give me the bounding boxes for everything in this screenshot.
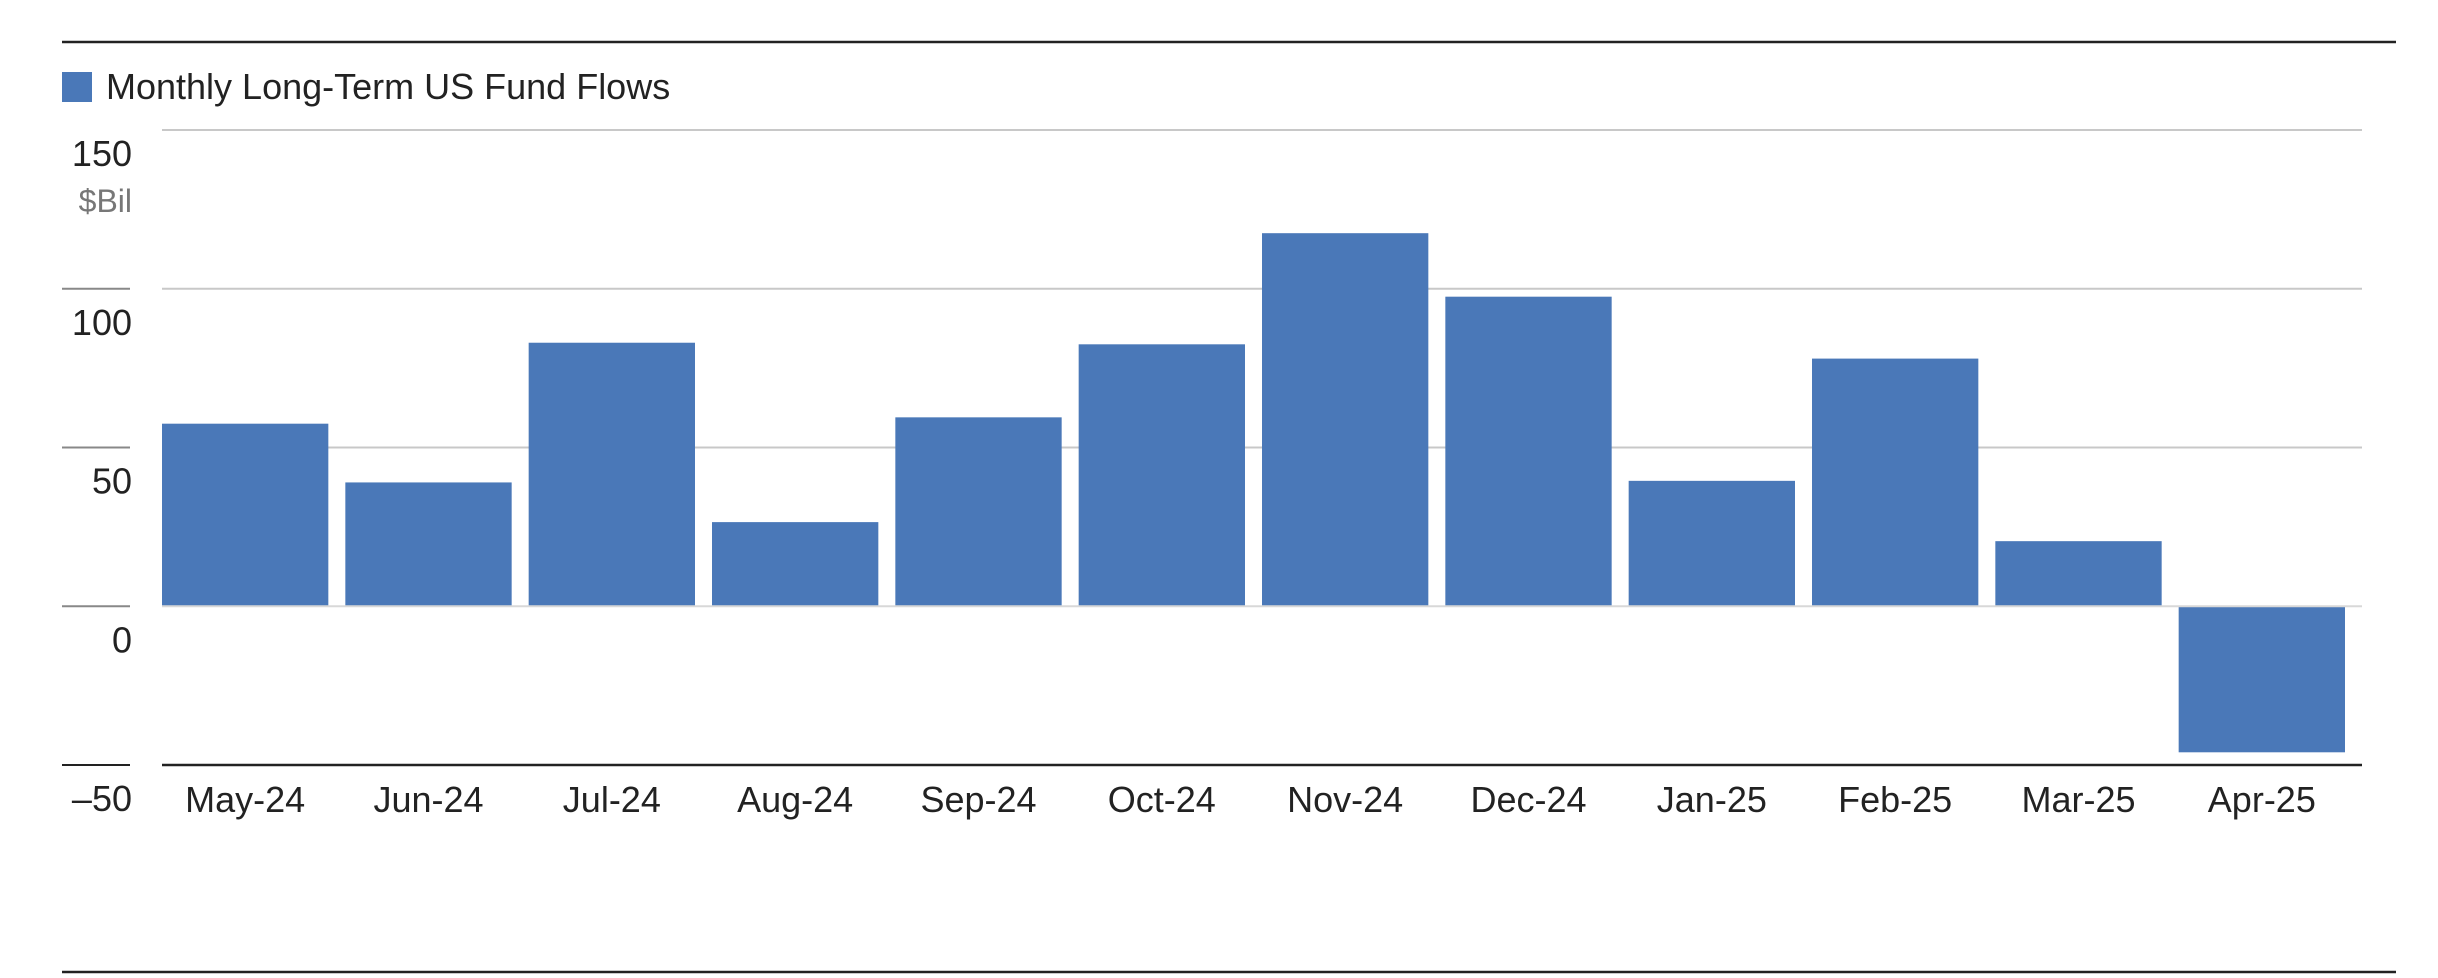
bar: [1262, 233, 1429, 607]
bars: [162, 233, 2345, 753]
x-tick-label: Apr-25: [2208, 779, 2316, 820]
x-tick-label: May-24: [185, 779, 305, 820]
x-tick-label: Jun-24: [373, 779, 483, 820]
axes: [62, 287, 2362, 767]
bar: [1812, 358, 1979, 607]
x-tick-label: Jan-25: [1657, 779, 1767, 820]
bar: [528, 342, 695, 607]
legend: Monthly Long-Term US Fund Flows: [62, 66, 670, 107]
x-tick-label: Mar-25: [2021, 779, 2135, 820]
legend-swatch: [62, 72, 92, 102]
y-axis-labels: 150 $Bil 100 50 0 –50: [72, 133, 132, 819]
y-unit-label: $Bil: [79, 183, 132, 219]
x-tick-label: Jul-24: [563, 779, 661, 820]
y-tick-label: 50: [92, 461, 132, 502]
x-tick-label: Aug-24: [737, 779, 853, 820]
x-tick-label: Nov-24: [1287, 779, 1403, 820]
bar: [162, 423, 329, 607]
bar: [1628, 480, 1795, 607]
legend-label: Monthly Long-Term US Fund Flows: [106, 66, 670, 107]
y-tick-label: 100: [72, 302, 132, 343]
bar: [895, 417, 1062, 607]
x-tick-label: Dec-24: [1470, 779, 1586, 820]
bar: [1445, 296, 1612, 607]
x-tick-label: Oct-24: [1108, 779, 1216, 820]
bar: [1078, 344, 1245, 607]
x-axis-labels: May-24 Jun-24 Jul-24 Aug-24 Sep-24 Oct-24 Nov-…: [185, 779, 2316, 820]
bar: [1995, 541, 2162, 607]
y-tick-label: 0: [112, 619, 132, 660]
x-tick-label: Feb-25: [1838, 779, 1952, 820]
bar: [2178, 606, 2345, 753]
bar: [345, 482, 512, 607]
y-tick-label: 150: [72, 133, 132, 174]
x-tick-label: Sep-24: [920, 779, 1036, 820]
y-tick-label: –50: [72, 778, 132, 819]
bar: [712, 522, 879, 607]
